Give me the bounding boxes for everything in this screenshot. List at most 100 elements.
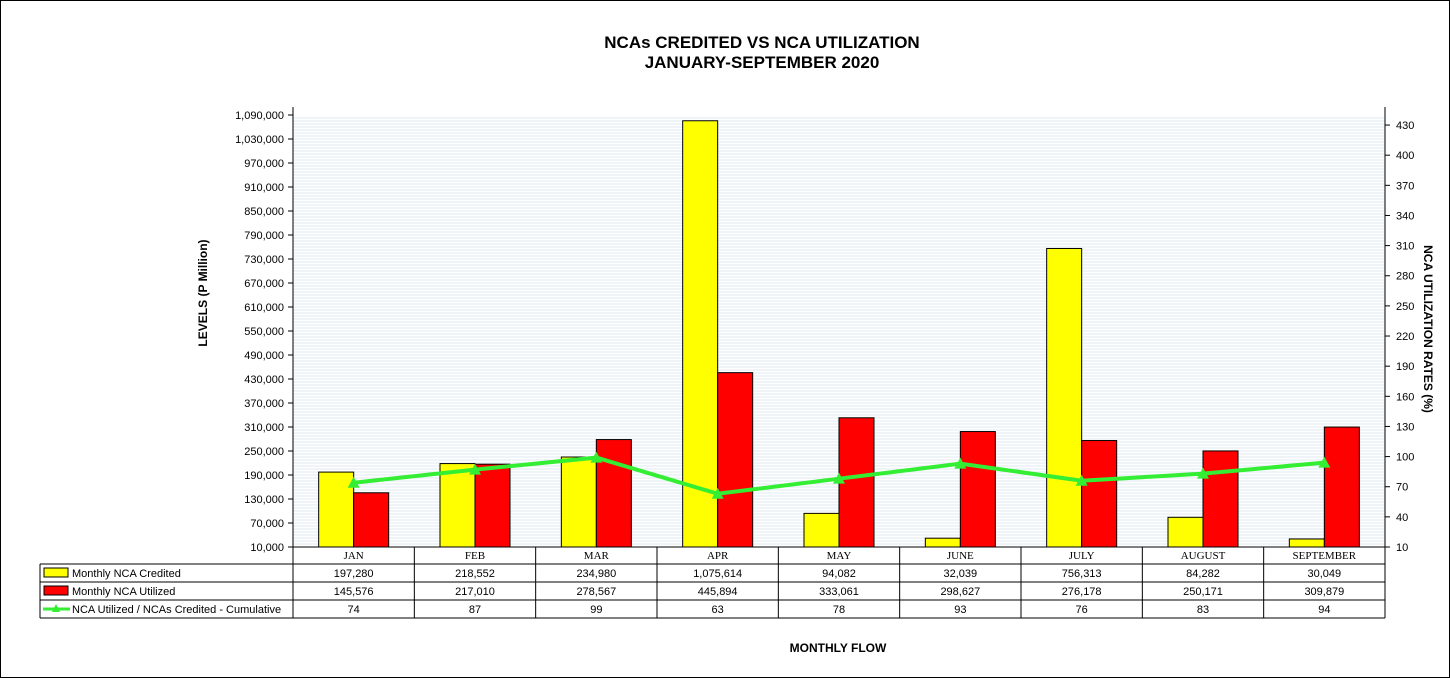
y-tick-label: 910,000 xyxy=(244,182,284,194)
utilization-marker xyxy=(590,451,603,463)
y2-tick-label: 100 xyxy=(1396,452,1414,464)
y2-axis-ticks: 10 40 70 100 130 160 190 220 250 280 310 340 370 400 4… xyxy=(1385,120,1414,554)
bar-utilized xyxy=(353,492,390,548)
table-cell: 217,010 xyxy=(455,586,495,598)
table-cell: 234,980 xyxy=(576,568,616,580)
y2-tick-label: 10 xyxy=(1396,542,1408,554)
y2-tick-label: 220 xyxy=(1396,331,1414,343)
y-tick-label: 430,000 xyxy=(244,374,284,386)
legend-swatch xyxy=(43,567,69,578)
chart-title: NCAs CREDITED VS NCA UTILIZATION xyxy=(604,33,919,52)
y-tick-label: 370,000 xyxy=(244,398,284,410)
legend-marker xyxy=(52,604,60,612)
axes xyxy=(292,107,1386,548)
table-cell: 298,627 xyxy=(940,586,980,598)
utilization-marker xyxy=(833,472,845,484)
table-cell: 30,049 xyxy=(1308,568,1342,580)
table-cell: 99 xyxy=(590,604,602,616)
y2-tick-label: 40 xyxy=(1396,512,1408,524)
x-tick-label: SEPTEMBER xyxy=(1293,550,1357,562)
table-cell: 250,171 xyxy=(1183,586,1223,598)
bar-utilized xyxy=(717,372,754,548)
table-cell: 87 xyxy=(469,604,481,616)
table-cell: 94 xyxy=(1318,604,1330,616)
x-tick-label: AUGUST xyxy=(1181,550,1226,562)
y2-tick-label: 340 xyxy=(1396,210,1414,222)
utilization-line xyxy=(347,451,1331,499)
utilization-marker xyxy=(954,457,967,469)
utilization-marker xyxy=(347,476,360,488)
x-axis-label: MONTHLY FLOW xyxy=(790,641,887,655)
bar-utilized xyxy=(595,439,632,548)
y2-tick-label: 370 xyxy=(1396,180,1414,192)
y2-tick-label: 400 xyxy=(1396,150,1414,162)
table-cell: 276,178 xyxy=(1062,586,1102,598)
table-cell: 197,280 xyxy=(334,568,374,580)
y2-tick-label: 190 xyxy=(1396,361,1414,373)
bar-credited xyxy=(803,512,840,548)
x-tick-label: APR xyxy=(707,550,729,562)
table-cell: 756,313 xyxy=(1062,568,1102,580)
table-cell: 445,894 xyxy=(698,586,738,598)
y-tick-label: 970,000 xyxy=(244,158,284,170)
y2-tick-label: 70 xyxy=(1396,482,1408,494)
utilization-marker xyxy=(1197,467,1209,479)
y2-tick-label: 130 xyxy=(1396,421,1414,433)
y-tick-label: 70,000 xyxy=(250,518,284,530)
x-tick-label: MAY xyxy=(827,550,852,562)
data-table: JAN FEB MAR APR MAY JUNE JULY AUGUST SEPTEMBER Mo… xyxy=(39,547,1386,619)
legend-label: Monthly NCA Credited xyxy=(72,568,181,580)
y-tick-label: 850,000 xyxy=(244,206,284,218)
x-tick-label: JUNE xyxy=(947,550,974,562)
y-tick-label: 1,030,000 xyxy=(235,134,284,146)
y-tick-label: 130,000 xyxy=(244,494,284,506)
table-cell: 1,075,614 xyxy=(693,568,742,580)
table-cell: 94,082 xyxy=(822,568,856,580)
x-tick-label: MAR xyxy=(584,550,610,562)
utilization-marker xyxy=(1318,456,1331,468)
bar-utilized xyxy=(1081,440,1118,548)
y2-tick-label: 430 xyxy=(1396,120,1414,132)
bar-credited xyxy=(318,471,355,548)
y-axis-label: LEVELS (P Million) xyxy=(196,239,210,346)
x-tick-label: JAN xyxy=(344,550,364,562)
y-tick-label: 1,090,000 xyxy=(235,110,284,122)
y2-tick-label: 250 xyxy=(1396,301,1414,313)
y-axis-ticks: 10,000 70,000 130,000 190,000 250,000 310,000… xyxy=(235,110,293,554)
y-tick-label: 490,000 xyxy=(244,350,284,362)
y-tick-label: 190,000 xyxy=(244,470,284,482)
table-cell: 32,039 xyxy=(944,568,978,580)
y2-tick-label: 310 xyxy=(1396,241,1414,253)
x-tick-label: JULY xyxy=(1069,550,1095,562)
bar-utilized xyxy=(1202,450,1239,548)
bar-credited xyxy=(1288,538,1325,548)
table-cell: 309,879 xyxy=(1304,586,1344,598)
y-tick-label: 250,000 xyxy=(244,446,284,458)
utilization-marker xyxy=(469,463,481,475)
utilization-marker xyxy=(1075,474,1088,486)
utilization-marker xyxy=(711,487,724,499)
bar-credited xyxy=(1167,516,1204,548)
table-cell: 278,567 xyxy=(576,586,616,598)
y-tick-label: 790,000 xyxy=(244,230,284,242)
bar-credited xyxy=(560,456,597,548)
chart-subtitle: JANUARY-SEPTEMBER 2020 xyxy=(645,53,880,72)
y-tick-label: 310,000 xyxy=(244,422,284,434)
y-tick-label: 550,000 xyxy=(244,326,284,338)
table-cell: 333,061 xyxy=(819,586,859,598)
y-tick-label: 670,000 xyxy=(244,278,284,290)
y-tick-label: 730,000 xyxy=(244,254,284,266)
y-tick-label: 610,000 xyxy=(244,302,284,314)
table-cell: 76 xyxy=(1076,604,1088,616)
y2-tick-label: 160 xyxy=(1396,391,1414,403)
y-tick-label: 10,000 xyxy=(250,542,284,554)
y2-tick-label: 280 xyxy=(1396,271,1414,283)
legend-label: NCA Utilized / NCAs Credited - Cumulativ… xyxy=(72,604,281,616)
bar-credited xyxy=(1046,247,1083,548)
table-cell: 84,282 xyxy=(1186,568,1220,580)
y2-axis-label: NCA UTILIZATION RATES (%) xyxy=(1421,245,1435,413)
table-cell: 78 xyxy=(833,604,845,616)
bar-utilized xyxy=(474,463,511,548)
table-cell: 93 xyxy=(954,604,966,616)
